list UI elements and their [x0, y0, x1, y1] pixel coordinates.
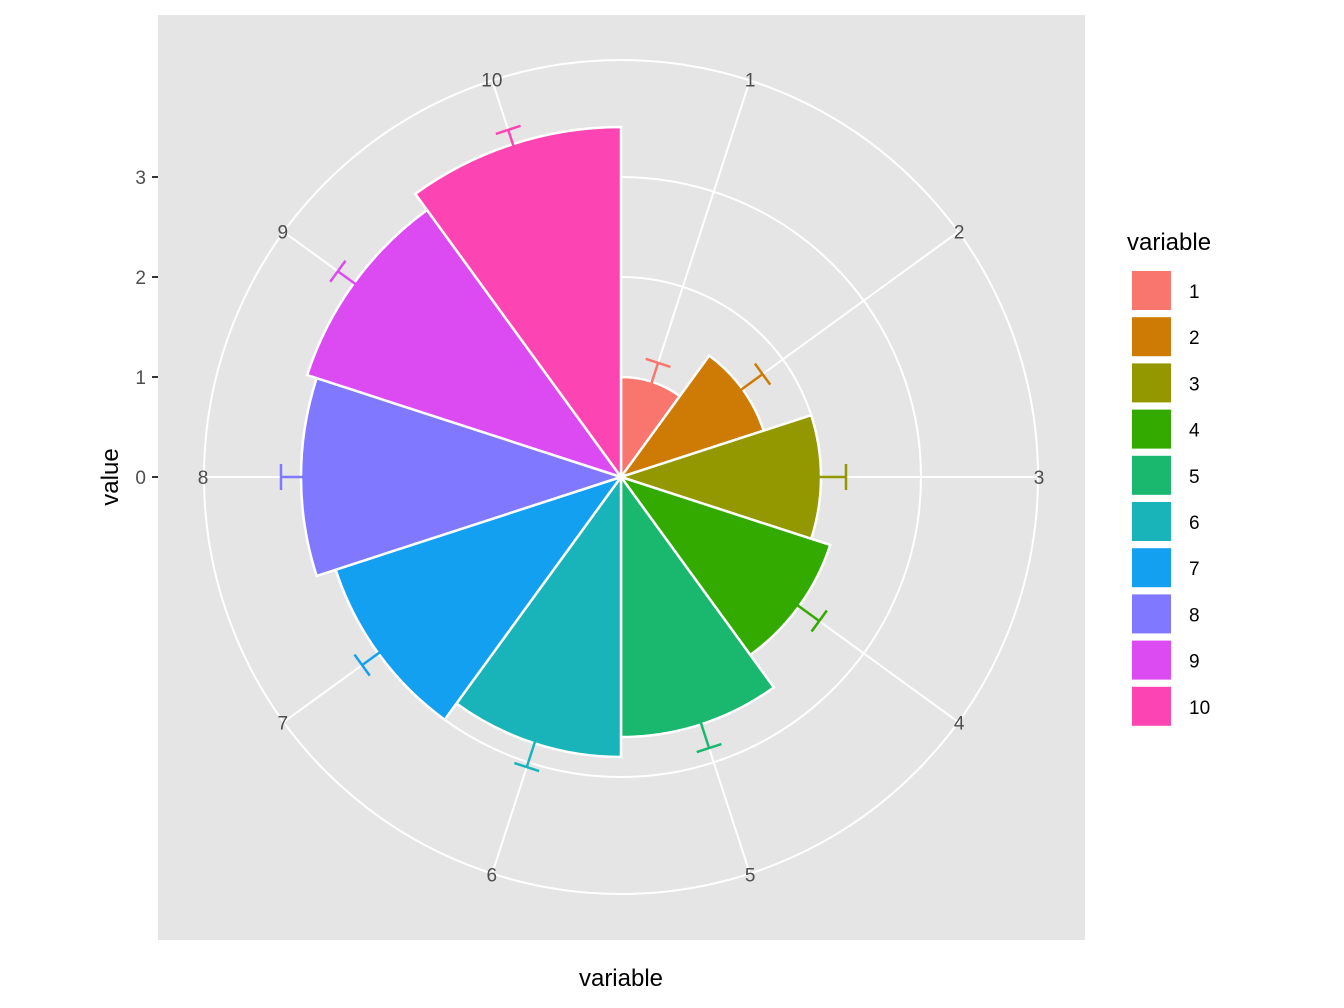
- legend-key-5: [1132, 455, 1171, 495]
- y-tick-label: 3: [135, 168, 146, 189]
- angle-tick-label-7: 7: [278, 714, 289, 735]
- error-cap-6: [513, 761, 540, 773]
- error-bar-7: [361, 643, 391, 667]
- error-cap-5: [696, 742, 722, 754]
- legend-label-8: 8: [1189, 605, 1200, 626]
- angle-tick-label-1: 1: [745, 70, 756, 91]
- legend-key-6: [1132, 502, 1171, 541]
- y-tick-label: 1: [135, 368, 146, 389]
- angle-tick-label-5: 5: [745, 866, 756, 887]
- legend-key-10: [1132, 686, 1171, 726]
- error-cap-10: [495, 124, 521, 136]
- legend-key-8: [1132, 594, 1171, 634]
- legend-label-7: 7: [1189, 559, 1200, 580]
- angle-tick-label-6: 6: [487, 866, 498, 887]
- y-tick-label: 2: [135, 268, 146, 289]
- angle-tick-label-9: 9: [278, 222, 289, 243]
- legend-key-2: [1132, 317, 1171, 357]
- legend: variable 1 2 3 4 5 6 7 8 9 10: [1127, 229, 1211, 726]
- error-cap-7: [353, 653, 371, 677]
- legend-key-4: [1132, 409, 1171, 449]
- legend-key-1: [1132, 271, 1171, 310]
- legend-key-7: [1132, 548, 1171, 588]
- bars: [299, 125, 832, 759]
- angle-tick-label-4: 4: [954, 714, 965, 735]
- error-bar-9: [337, 270, 368, 294]
- error-bar-5: [696, 711, 711, 749]
- angle-tick-label-8: 8: [198, 468, 209, 489]
- error-bar-2: [735, 373, 764, 395]
- angle-tick-label-2: 2: [954, 222, 965, 243]
- error-cap-1: [645, 357, 671, 369]
- legend-label-2: 2: [1189, 328, 1200, 349]
- error-bar-10: [507, 129, 520, 161]
- legend-label-10: 10: [1189, 698, 1210, 719]
- legend-label-5: 5: [1189, 467, 1200, 488]
- error-bar-6: [525, 729, 540, 768]
- legend-label-9: 9: [1189, 652, 1200, 673]
- legend-key-3: [1132, 363, 1171, 403]
- legend-label-4: 4: [1189, 421, 1200, 442]
- legend-key-9: [1132, 640, 1171, 680]
- error-bar-4: [789, 598, 820, 623]
- y-tick-label: 0: [135, 468, 146, 489]
- angle-tick-labels: 1 2 3 4 5 6 7 8 9 10: [198, 70, 1045, 886]
- error-bar-1: [649, 362, 660, 387]
- x-axis-title: variable: [579, 965, 663, 992]
- angle-tick-label-3: 3: [1034, 468, 1045, 489]
- error-cap-2: [753, 362, 772, 386]
- angle-tick-label-10: 10: [481, 70, 502, 91]
- legend-title: variable: [1127, 229, 1211, 256]
- error-cap-4: [810, 609, 828, 633]
- y-axis-ticks: 0 1 2 3: [135, 168, 158, 489]
- error-cap-9: [329, 260, 347, 283]
- legend-label-6: 6: [1189, 513, 1200, 534]
- error-bars: [279, 124, 848, 773]
- legend-label-1: 1: [1189, 282, 1200, 303]
- legend-label-3: 3: [1189, 374, 1200, 395]
- y-axis-title: value: [97, 448, 124, 505]
